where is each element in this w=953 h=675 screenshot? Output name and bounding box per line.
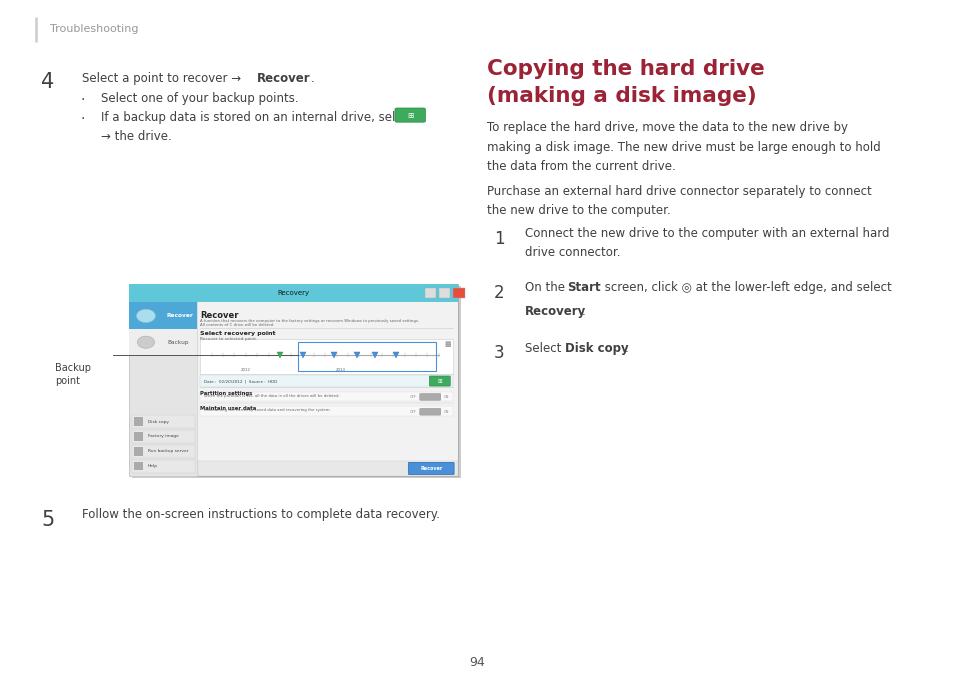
Circle shape [137, 336, 154, 348]
Text: (making a disk image): (making a disk image) [486, 86, 756, 107]
Text: 2013: 2013 [335, 368, 346, 372]
Text: Select: Select [524, 342, 564, 355]
Text: 5: 5 [41, 510, 54, 530]
Text: ▦: ▦ [444, 341, 450, 347]
Text: Backup: Backup [167, 340, 189, 345]
Text: 94: 94 [469, 656, 484, 669]
Bar [132, 415, 194, 428]
Bar [133, 447, 143, 456]
Text: OFF: OFF [409, 410, 416, 414]
Bar [200, 339, 453, 374]
Text: .: . [624, 342, 628, 355]
Text: ⊞: ⊞ [437, 379, 441, 383]
Text: Recover: Recover [167, 313, 193, 319]
Text: Follow the on-screen instructions to complete data recovery.: Follow the on-screen instructions to com… [82, 508, 439, 520]
Text: When the partition is set, all the data in all the drives will be deleted.: When the partition is set, all the data … [204, 394, 339, 398]
Circle shape [136, 309, 155, 323]
Text: Recover to selected point.: Recover to selected point. [200, 337, 257, 341]
Text: Factory image: Factory image [148, 435, 178, 438]
Text: ON: ON [443, 395, 449, 399]
Text: Select recovery point: Select recovery point [200, 331, 275, 336]
Bar [132, 430, 194, 443]
Text: Select one of your backup points.: Select one of your backup points. [101, 92, 298, 105]
Bar [133, 417, 143, 426]
Text: → the drive.: → the drive. [101, 130, 172, 142]
FancyBboxPatch shape [419, 408, 440, 415]
Bar [132, 460, 194, 472]
Text: Disk copy: Disk copy [564, 342, 628, 355]
Text: Run backup server: Run backup server [148, 450, 188, 453]
Bar [129, 302, 197, 476]
Text: Start: Start [566, 281, 599, 294]
Text: .: . [311, 72, 314, 85]
Text: All contents of C drive will be deleted.: All contents of C drive will be deleted. [200, 323, 274, 327]
Text: ·: · [80, 93, 85, 107]
Text: 2: 2 [494, 284, 504, 302]
FancyBboxPatch shape [408, 462, 454, 475]
Text: 1: 1 [494, 230, 504, 248]
Bar [297, 342, 436, 371]
Text: On the: On the [524, 281, 568, 294]
Bar [438, 288, 450, 298]
Text: screen, click ◎ at the lower-left edge, and select: screen, click ◎ at the lower-left edge, … [600, 281, 891, 294]
Text: Select a point to recover →: Select a point to recover → [82, 72, 245, 85]
Bar [200, 392, 453, 401]
Text: Disk copy: Disk copy [148, 420, 169, 423]
Text: Recovery: Recovery [524, 305, 585, 318]
FancyBboxPatch shape [429, 376, 450, 386]
Text: If a backup data is stored on an internal drive, select: If a backup data is stored on an interna… [101, 111, 414, 124]
Bar [129, 284, 457, 302]
Text: Maintaining the currently saved data and recovering the system.: Maintaining the currently saved data and… [204, 408, 331, 412]
Text: A function that recovers the computer to the factory settings or recovers Window: A function that recovers the computer to… [200, 319, 419, 323]
Text: Connect the new drive to the computer with an external hard
drive connector.: Connect the new drive to the computer wi… [524, 227, 888, 259]
Text: Recover: Recover [256, 72, 310, 85]
Text: Maintain user data: Maintain user data [200, 406, 256, 410]
Text: Recovery: Recovery [277, 290, 309, 296]
Bar [200, 375, 453, 387]
Text: Backup
point: Backup point [55, 363, 91, 386]
Text: Partition settings: Partition settings [200, 391, 253, 396]
FancyBboxPatch shape [419, 394, 440, 400]
Text: ON: ON [443, 410, 449, 414]
Bar [132, 286, 460, 478]
Bar [133, 462, 143, 470]
Text: OFF: OFF [409, 395, 416, 399]
Text: Purchase an external hard drive connector separately to connect
the new drive to: Purchase an external hard drive connecto… [486, 185, 870, 217]
FancyBboxPatch shape [395, 108, 425, 122]
Text: 2012: 2012 [240, 368, 251, 372]
Text: ⊞: ⊞ [407, 111, 413, 119]
Text: Recover: Recover [200, 310, 238, 319]
Text: Recover: Recover [419, 466, 442, 471]
Text: Troubleshooting: Troubleshooting [50, 24, 138, 34]
Bar [424, 288, 436, 298]
Text: Date :  02/20/2012  |  Source :  HDD: Date : 02/20/2012 | Source : HDD [204, 379, 277, 383]
Bar [453, 288, 464, 298]
Text: 3: 3 [494, 344, 504, 362]
Bar [198, 461, 457, 476]
Bar [129, 302, 197, 329]
Bar [200, 406, 453, 416]
Text: .: . [581, 305, 585, 318]
Bar [129, 329, 197, 355]
Text: ·: · [80, 112, 85, 126]
Text: To replace the hard drive, move the data to the new drive by
making a disk image: To replace the hard drive, move the data… [486, 122, 880, 173]
Text: Copying the hard drive: Copying the hard drive [486, 59, 763, 80]
Text: Help: Help [148, 464, 157, 468]
Text: 4: 4 [41, 72, 54, 92]
Bar [129, 284, 457, 476]
Bar [132, 445, 194, 458]
Bar [133, 432, 143, 441]
